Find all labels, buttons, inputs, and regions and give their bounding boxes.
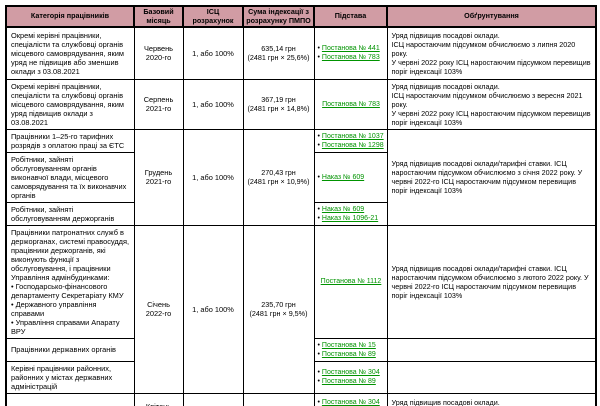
basis-link[interactable]: Наказ № 609 <box>321 173 365 181</box>
column-header-icp: ІСЦ розрахунок <box>182 4 244 29</box>
indexation-sum-cell: 367,19 грн (2481 грн × 14,8%) <box>242 78 315 130</box>
basis-cell: Постанова № 304 Постанова № 89 <box>313 360 388 394</box>
basis-link[interactable]: Постанова № 304 <box>321 398 380 406</box>
header-row: Категорія працівників Базовий місяць ІСЦ… <box>5 4 597 29</box>
table-row: Окремі керівні працівники, спеціалісти т… <box>5 78 597 130</box>
sum-formula: (2481 грн × 10,9%) <box>247 177 310 187</box>
category-cell: Робітники, зайняті обслуговуванням орган… <box>5 151 135 203</box>
sum-formula: (2481 грн × 25,6%) <box>247 53 310 63</box>
table-row: Робітники, зайняті обслуговуванням держо… <box>5 201 596 226</box>
column-header-justification: Обґрунтування <box>386 4 597 29</box>
table-row: Керівні працівники районних, районних у … <box>5 360 597 394</box>
basis-link[interactable]: Постанова № 304 <box>321 369 380 377</box>
category-list-item: Господарсько-фінансового департаменту Се… <box>11 282 130 300</box>
table-row: Голови ОДА Квітень 2022-го 1, або 100% —… <box>5 392 597 406</box>
base-month-cell: Серпень 2021-го <box>133 78 184 130</box>
column-header-sum: Сума індексації з розрахунку ПМПО <box>242 4 315 29</box>
justification-cell: Уряд підвищив посадові оклади. ІСЦ нарос… <box>386 26 597 80</box>
category-text: Працівники патронатних служб в держорган… <box>11 227 130 282</box>
basis-link[interactable]: Постанова № 783 <box>321 54 380 62</box>
category-cell: Окремі керівні працівники, спеціалісти т… <box>5 78 135 130</box>
indexation-sum-cell: 270,43 грн (2481 грн × 10,9%) <box>242 128 315 226</box>
sum-amount: 270,43 грн <box>261 168 296 178</box>
basis-cell: Постанова № 783 <box>313 78 388 130</box>
table-row: Окремі керівні працівники, спеціалісти т… <box>5 26 597 80</box>
base-month-cell: Червень 2020-го <box>133 26 184 80</box>
basis-link[interactable]: Постанова № 15 <box>321 341 376 349</box>
justification-cell-empty <box>386 337 597 362</box>
basis-cell: Наказ № 609 <box>313 151 388 203</box>
justification-cell-empty <box>386 360 597 394</box>
category-list-item: Управління справами Апарату ВРУ <box>11 318 130 336</box>
basis-cell: Постанова № 441 Постанова № 783 <box>313 26 388 80</box>
column-header-base-month: Базовий місяць <box>133 4 184 29</box>
basis-link[interactable]: Наказ № 609 <box>321 205 365 213</box>
icp-cell: 1, або 100% <box>182 224 244 394</box>
basis-cell: Постанова № 1037 Постанова № 1298 <box>313 128 388 153</box>
sum-amount: 367,19 грн <box>261 95 296 105</box>
indexation-sum-cell: 635,14 грн (2481 грн × 25,6%) <box>242 26 315 80</box>
basis-cell: Наказ № 609 Наказ № 1096-21 <box>313 201 388 226</box>
basis-cell: Постанова № 1112 <box>313 224 388 339</box>
table-row: Працівники патронатних служб в держорган… <box>5 224 597 394</box>
icp-cell: 1, або 100% <box>182 392 244 406</box>
category-cell: Робітники, зайняті обслуговуванням держо… <box>5 201 135 226</box>
indexation-sum-cell: — <box>242 392 315 406</box>
column-header-category: Категорія працівників <box>5 4 135 29</box>
indexation-sum-cell: 235,70 грн (2481 грн × 9,5%) <box>242 224 315 394</box>
category-cell: Керівні працівники районних, районних у … <box>5 360 135 394</box>
icp-cell: 1, або 100% <box>182 26 244 80</box>
category-list-item: Державного управління справами <box>11 300 130 318</box>
category-cell: Окремі керівні працівники, спеціалісти т… <box>5 26 135 80</box>
category-cell: Працівники державних органів <box>5 337 135 362</box>
icp-cell: 1, або 100% <box>182 78 244 130</box>
basis-cell: Постанова № 304 Статдані про розмір СЗП <box>313 392 388 406</box>
sum-formula: (2481 грн × 9,5%) <box>249 309 308 319</box>
indexation-table: Категорія працівників Базовий місяць ІСЦ… <box>5 4 597 406</box>
basis-link[interactable]: Постанова № 441 <box>321 45 380 53</box>
basis-link[interactable]: Постанова № 1298 <box>321 141 384 149</box>
column-header-basis: Підстава <box>313 4 388 29</box>
justification-cell: Уряд підвищив посадові оклади. Право на … <box>386 392 597 406</box>
category-cell: Працівники патронатних служб в держорган… <box>5 224 135 339</box>
table-row: Робітники, зайняті обслуговуванням орган… <box>5 151 596 203</box>
justification-cell: Уряд підвищив посадові оклади. ІСЦ нарос… <box>386 78 597 130</box>
justification-cell: Уряд підвищив посадові оклади/тарифні ст… <box>386 224 597 339</box>
basis-link[interactable]: Постанова № 783 <box>322 100 380 108</box>
basis-cell: Постанова № 15 Постанова № 89 <box>313 337 388 362</box>
base-month-cell: Грудень 2021-го <box>133 128 184 226</box>
justification-cell: Уряд підвищив посадові оклади/тарифні ст… <box>386 128 597 226</box>
icp-cell: 1, або 100% <box>182 128 244 226</box>
basis-link[interactable]: Постанова № 1037 <box>321 132 384 140</box>
sum-amount: 635,14 грн <box>261 44 296 54</box>
base-month-cell: Січень 2022-го <box>133 224 184 394</box>
basis-link[interactable]: Наказ № 1096-21 <box>321 214 379 222</box>
table-row: Працівники державних органів Постанова №… <box>5 337 597 362</box>
table-row: Працівники 1–25-го тарифних розрядів з о… <box>5 128 597 226</box>
base-month-cell: Квітень 2022-го <box>133 392 184 406</box>
sum-formula: (2481 грн × 14,8%) <box>247 104 310 114</box>
basis-link[interactable]: Постанова № 89 <box>321 350 376 358</box>
basis-link[interactable]: Постанова № 89 <box>321 378 376 386</box>
category-cell: Голови ОДА <box>5 392 135 406</box>
sum-amount: 235,70 грн <box>261 300 296 310</box>
category-cell: Працівники 1–25-го тарифних розрядів з о… <box>5 128 135 153</box>
basis-link[interactable]: Постанова № 1112 <box>320 278 382 286</box>
